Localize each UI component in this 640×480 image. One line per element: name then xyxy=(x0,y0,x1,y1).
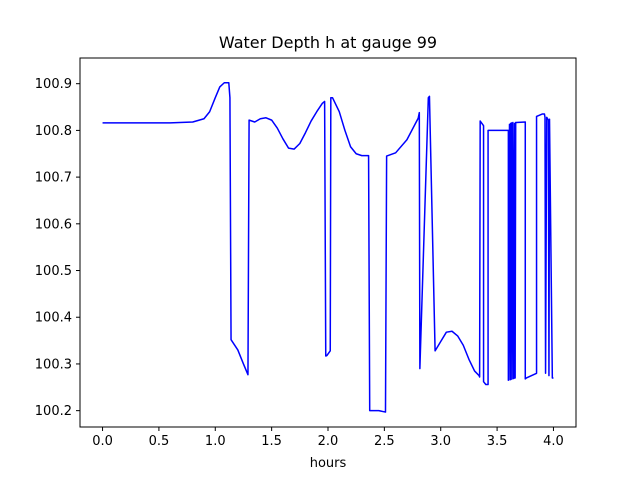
series-line xyxy=(102,82,554,413)
x-axis: 0.0 0.5 1.0 1.5 2.0 2.5 3.0 3.5 4.0 xyxy=(92,427,564,449)
y-tick-label: 100.7 xyxy=(35,171,72,186)
plot-area xyxy=(102,82,554,413)
x-tick-label: 0.5 xyxy=(149,434,170,449)
y-tick-label: 100.5 xyxy=(35,264,72,279)
y-tick-label: 100.3 xyxy=(35,357,72,372)
x-tick-label: 2.5 xyxy=(374,434,395,449)
x-tick-label: 2.0 xyxy=(318,434,339,449)
x-tick-label: 4.0 xyxy=(543,434,564,449)
x-tick-label: 1.5 xyxy=(261,434,282,449)
x-tick-label: 0.0 xyxy=(92,434,113,449)
x-tick-label: 1.0 xyxy=(205,434,226,449)
x-tick-label: 3.5 xyxy=(487,434,508,449)
y-tick-label: 100.6 xyxy=(35,217,72,232)
y-tick-label: 100.2 xyxy=(35,404,72,419)
x-axis-label: hours xyxy=(310,456,347,471)
axes-frame xyxy=(79,57,577,428)
y-tick-label: 100.8 xyxy=(35,124,72,139)
chart-title: Water Depth h at gauge 99 xyxy=(219,33,437,52)
y-tick-label: 100.4 xyxy=(35,311,72,326)
y-tick-label: 100.9 xyxy=(35,77,72,92)
x-tick-label: 3.0 xyxy=(430,434,451,449)
y-axis: 100.2 100.3 100.4 100.5 100.6 100.7 100.8 100.9 xyxy=(35,77,80,419)
